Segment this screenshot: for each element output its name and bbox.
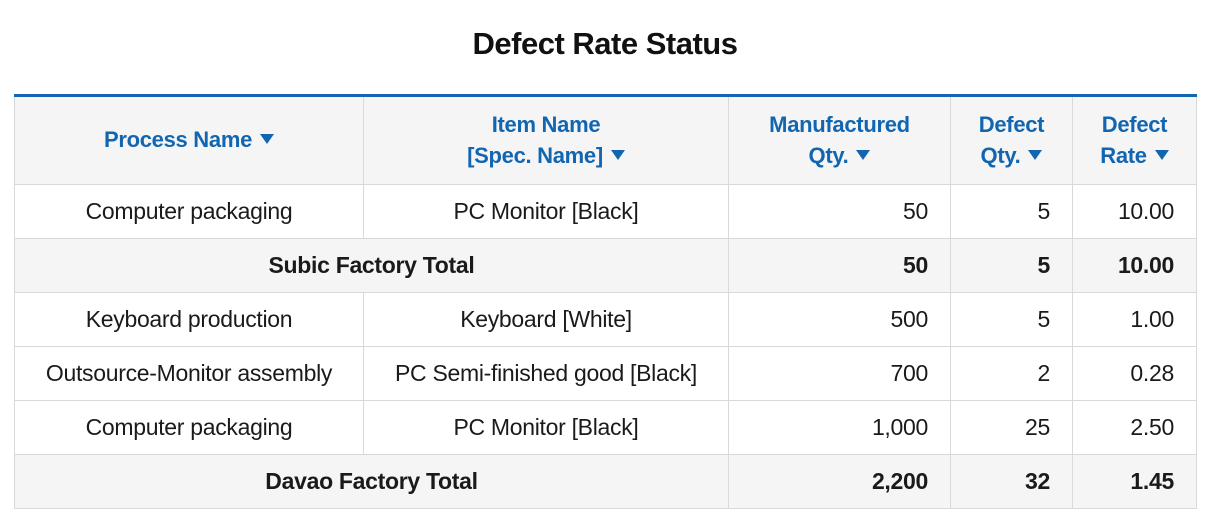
defect-rate-cell: 10.00 [1072,184,1197,239]
column-header-label: Qty. [980,142,1021,168]
manufactured-qty-cell: 50 [728,238,951,293]
caret-down-icon [1154,149,1169,160]
data-row: Keyboard production Keyboard [White] 500… [14,292,1197,347]
defect-rate-table: Process Name Item Name [Spec. Name] Manu… [14,94,1197,509]
defect-rate-cell: 10.00 [1072,238,1197,293]
column-header-label: Manufactured [769,111,910,137]
data-row: Computer packaging PC Monitor [Black] 1,… [14,400,1197,455]
manufactured-qty-cell: 2,200 [728,454,951,509]
defect-qty-cell: 5 [950,238,1073,293]
manufactured-qty-cell: 1,000 [728,400,951,455]
total-row: Subic Factory Total 50 5 10.00 [14,238,1197,293]
caret-down-icon [1028,149,1043,160]
process-name-cell: Outsource-Monitor assembly [14,346,364,401]
column-header-label: Rate [1100,142,1147,168]
factory-total-label-cell: Davao Factory Total [14,454,729,509]
defect-rate-cell: 2.50 [1072,400,1197,455]
total-row: Davao Factory Total 2,200 32 1.45 [14,454,1197,509]
process-name-cell: Computer packaging [14,184,364,239]
process-name-cell: Keyboard production [14,292,364,347]
column-header-label: [Spec. Name] [467,142,603,168]
defect-qty-cell: 5 [950,292,1073,347]
manufactured-qty-cell: 700 [728,346,951,401]
defect-rate-cell: 1.00 [1072,292,1197,347]
manufactured-qty-cell: 500 [728,292,951,347]
defect-qty-cell: 5 [950,184,1073,239]
column-header-label: Defect [978,111,1045,137]
item-name-cell: PC Monitor [Black] [363,184,729,239]
data-row: Computer packaging PC Monitor [Black] 50… [14,184,1197,239]
defect-qty-cell: 25 [950,400,1073,455]
caret-down-icon [610,149,625,160]
column-header-label: Defect [1101,111,1168,137]
caret-down-icon [260,134,275,145]
column-header-label: Process Name [103,127,253,153]
column-header-process-name[interactable]: Process Name [14,95,364,185]
item-name-cell: PC Semi-finished good [Black] [363,346,729,401]
defect-rate-cell: 1.45 [1072,454,1197,509]
column-header-label: Item Name [491,111,601,137]
defect-rate-cell: 0.28 [1072,346,1197,401]
page-title: Defect Rate Status [472,26,738,61]
manufactured-qty-cell: 50 [728,184,951,239]
defect-qty-cell: 32 [950,454,1073,509]
defect-qty-cell: 2 [950,346,1073,401]
column-header-item-name[interactable]: Item Name [Spec. Name] [363,95,729,185]
item-name-cell: PC Monitor [Black] [363,400,729,455]
data-row: Outsource-Monitor assembly PC Semi-finis… [14,346,1197,401]
column-header-label: Qty. [808,142,849,168]
column-header-manufactured-qty[interactable]: Manufactured Qty. [728,95,951,185]
column-header-defect-rate[interactable]: Defect Rate [1072,95,1197,185]
factory-total-label-cell: Subic Factory Total [14,238,729,293]
column-header-defect-qty[interactable]: Defect Qty. [950,95,1073,185]
caret-down-icon [856,149,871,160]
header-row: Process Name Item Name [Spec. Name] Manu… [14,95,1197,185]
process-name-cell: Computer packaging [14,400,364,455]
item-name-cell: Keyboard [White] [363,292,729,347]
